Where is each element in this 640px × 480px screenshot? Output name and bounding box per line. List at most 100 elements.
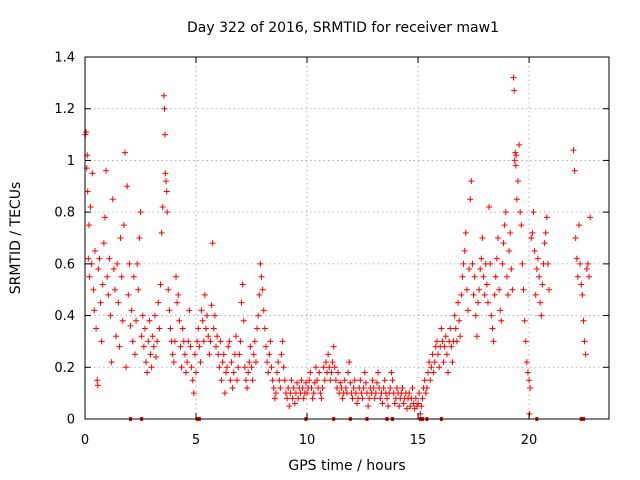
data-point xyxy=(512,149,519,156)
data-point xyxy=(586,273,593,280)
data-point xyxy=(230,369,237,376)
data-point xyxy=(496,286,503,293)
data-point xyxy=(487,260,494,267)
data-point xyxy=(123,364,130,371)
data-point xyxy=(577,260,584,267)
data-point xyxy=(234,377,241,384)
data-point xyxy=(271,395,278,402)
data-point xyxy=(365,403,372,410)
data-point xyxy=(134,260,141,267)
data-point xyxy=(120,222,127,229)
data-point xyxy=(472,312,479,319)
data-point xyxy=(158,229,165,236)
data-point xyxy=(457,333,464,340)
data-point xyxy=(544,260,551,267)
data-point xyxy=(519,260,526,267)
data-point xyxy=(167,325,174,332)
data-point xyxy=(101,214,108,221)
data-point xyxy=(177,343,184,350)
data-point xyxy=(418,403,425,410)
data-point xyxy=(320,364,327,371)
data-point xyxy=(278,351,285,358)
data-point xyxy=(287,390,294,397)
data-point xyxy=(353,400,360,407)
data-point xyxy=(128,307,135,314)
data-point xyxy=(290,384,297,391)
data-point xyxy=(185,338,192,345)
data-point xyxy=(276,377,283,384)
data-point xyxy=(116,343,123,350)
plot-frame xyxy=(84,56,610,420)
data-point xyxy=(85,222,92,229)
data-point xyxy=(210,325,217,332)
data-point xyxy=(94,377,101,384)
data-point xyxy=(451,312,458,319)
data-point xyxy=(387,384,394,391)
data-point xyxy=(319,384,326,391)
data-point xyxy=(533,266,540,273)
data-point xyxy=(126,260,133,267)
data-point xyxy=(159,203,166,210)
data-point xyxy=(449,359,456,366)
data-point xyxy=(279,338,286,345)
data-point xyxy=(207,338,214,345)
data-point xyxy=(400,400,407,407)
data-point xyxy=(254,325,261,332)
data-point xyxy=(235,364,242,371)
data-point xyxy=(536,273,543,280)
data-point xyxy=(226,338,233,345)
data-point xyxy=(150,343,157,350)
data-point xyxy=(275,359,282,366)
data-point xyxy=(486,203,493,210)
data-point xyxy=(178,364,185,371)
data-point xyxy=(579,291,586,298)
data-point xyxy=(383,395,390,402)
data-point xyxy=(171,338,178,345)
data-point xyxy=(190,390,197,397)
data-point xyxy=(156,325,163,332)
data-point xyxy=(526,377,533,384)
data-point xyxy=(380,384,387,391)
data-point xyxy=(95,266,102,273)
data-point xyxy=(295,395,302,402)
data-point xyxy=(357,377,364,384)
data-point xyxy=(347,379,354,386)
data-point xyxy=(429,351,436,358)
data-point xyxy=(113,333,120,340)
data-point xyxy=(154,338,161,345)
data-point xyxy=(104,273,111,280)
data-point xyxy=(513,196,520,203)
data-point xyxy=(86,273,93,280)
data-point xyxy=(469,260,476,267)
data-point xyxy=(381,377,388,384)
data-point xyxy=(100,240,107,247)
data-point xyxy=(351,377,358,384)
data-point xyxy=(130,273,137,280)
data-point xyxy=(388,369,395,376)
data-point xyxy=(358,390,365,397)
data-point xyxy=(299,384,306,391)
data-point xyxy=(377,395,384,402)
data-point xyxy=(412,395,419,402)
data-point xyxy=(479,235,486,241)
data-point xyxy=(422,390,429,397)
data-point xyxy=(325,351,332,358)
data-point xyxy=(147,351,154,358)
data-point xyxy=(493,255,500,262)
chart-title: Day 322 of 2016, SRMTID for receiver maw… xyxy=(187,20,499,36)
data-point xyxy=(106,255,113,262)
data-point xyxy=(481,291,488,298)
data-point xyxy=(108,359,115,366)
data-point xyxy=(494,235,501,241)
data-point xyxy=(219,359,226,366)
data-point xyxy=(456,317,463,324)
data-point xyxy=(284,395,291,402)
data-point xyxy=(379,400,386,407)
y-tick-label: 0.2 xyxy=(54,361,75,376)
data-point xyxy=(140,343,147,350)
data-point xyxy=(121,149,128,156)
data-point xyxy=(371,395,378,402)
data-points xyxy=(82,74,594,417)
data-point xyxy=(118,273,125,280)
